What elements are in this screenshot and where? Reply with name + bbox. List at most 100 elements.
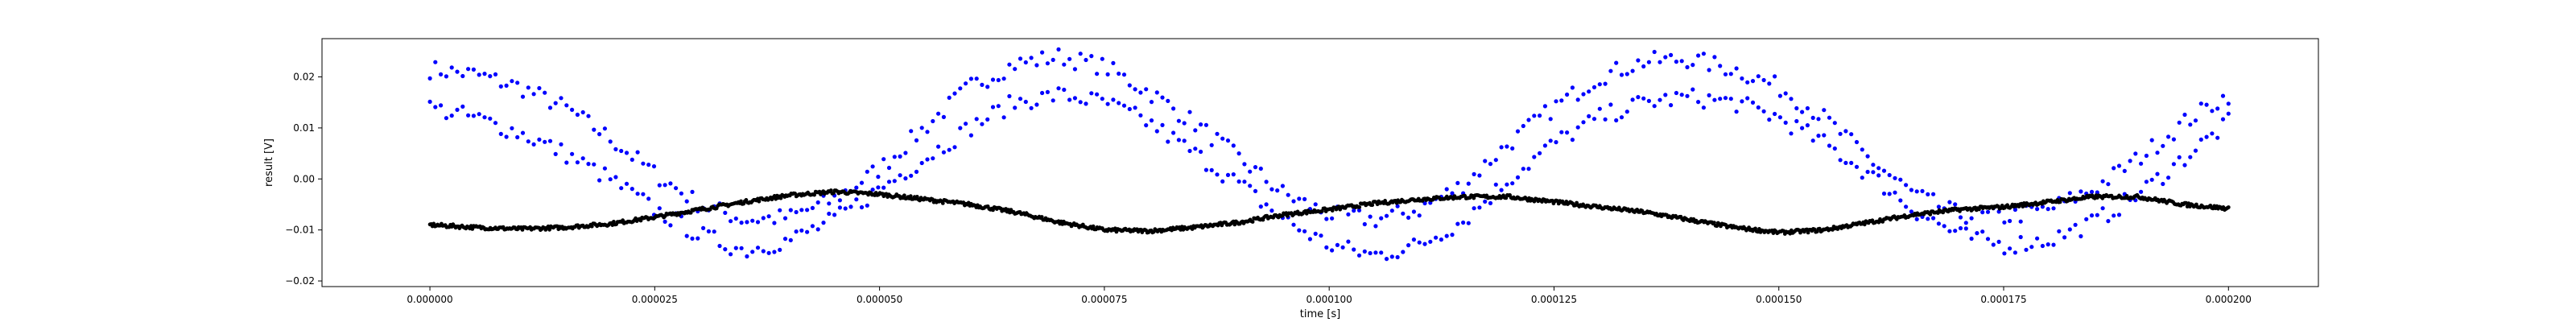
blue-data-point — [575, 112, 580, 118]
blue-data-point — [1526, 118, 1531, 122]
blue-data-point — [2095, 190, 2099, 195]
blue-data-point — [586, 114, 591, 118]
blue-data-point — [1570, 138, 1575, 142]
blue-data-point — [909, 173, 914, 178]
blue-data-point — [498, 84, 503, 89]
blue-data-point — [1029, 105, 1034, 110]
blue-data-point — [1652, 104, 1657, 109]
blue-data-point — [1630, 68, 1635, 73]
blue-data-point — [2040, 243, 2045, 249]
blue-data-point — [2166, 134, 2171, 139]
black-data-point — [470, 227, 475, 231]
blue-data-point — [504, 83, 509, 88]
blue-data-point — [805, 208, 810, 213]
blue-data-point — [1532, 114, 1537, 118]
blue-data-point — [925, 130, 930, 134]
blue-data-point — [597, 178, 602, 183]
blue-data-point — [1395, 204, 1400, 208]
blue-data-point — [750, 218, 755, 223]
blue-data-point — [859, 180, 865, 185]
blue-data-point — [881, 157, 886, 162]
black-data-point — [547, 227, 551, 232]
blue-data-point — [2139, 161, 2144, 166]
blue-data-point — [1117, 101, 1121, 105]
blue-data-point — [449, 65, 454, 70]
blue-data-point — [1023, 99, 1028, 105]
blue-data-point — [936, 111, 941, 116]
blue-data-point — [778, 208, 782, 213]
blue-data-point — [1777, 93, 1782, 98]
blue-data-point — [1236, 151, 1241, 156]
black-data-point — [1712, 221, 1716, 225]
blue-data-point — [1089, 91, 1094, 96]
blue-data-point — [1444, 233, 1449, 238]
blue-data-point — [564, 103, 569, 108]
blue-data-point — [2106, 182, 2111, 187]
blue-data-point — [1827, 115, 1832, 120]
blue-data-point — [2171, 162, 2176, 167]
blue-data-point — [498, 131, 503, 136]
blue-data-point — [1013, 67, 1018, 72]
blue-data-point — [1417, 240, 1422, 245]
blue-data-point — [1554, 99, 1558, 104]
blue-data-point — [1750, 100, 1756, 105]
blue-data-point — [1313, 202, 1318, 207]
blue-data-point — [1450, 191, 1455, 196]
blue-data-point — [968, 76, 973, 81]
blue-data-point — [1356, 253, 1362, 258]
blue-data-point — [832, 213, 837, 217]
blue-data-point — [1133, 87, 1137, 92]
blue-data-point — [1510, 146, 1515, 151]
y-tick-label: −0.02 — [285, 275, 315, 287]
blue-data-point — [1707, 93, 1711, 97]
blue-data-point — [1078, 52, 1083, 56]
blue-data-point — [1641, 96, 1646, 101]
blue-data-point — [1352, 247, 1356, 252]
blue-data-point — [1767, 118, 1772, 122]
blue-data-point — [635, 150, 640, 155]
blue-data-point — [635, 192, 640, 196]
blue-data-point — [1477, 205, 1482, 210]
blue-data-point — [663, 219, 667, 224]
blue-data-point — [1805, 105, 1810, 111]
blue-data-point — [1368, 214, 1373, 219]
blue-data-point — [914, 138, 919, 142]
blue-data-point — [859, 204, 865, 210]
blue-data-point — [477, 112, 481, 117]
blue-data-point — [1800, 126, 1805, 130]
x-axis-ticks: 0.000000 0.000025 0.000050 0.000075 0.000100… — [407, 287, 2252, 305]
blue-data-point — [1062, 87, 1067, 93]
blue-data-point — [1587, 89, 1591, 94]
blue-data-point — [1275, 188, 1280, 193]
blue-data-point — [1734, 66, 1739, 71]
blue-data-point — [1253, 165, 1258, 170]
blue-data-point — [1144, 123, 1149, 128]
blue-data-point — [592, 162, 597, 167]
blue-data-point — [1389, 208, 1394, 213]
blue-data-point — [493, 72, 498, 76]
blue-data-point — [2177, 120, 2182, 125]
blue-data-point — [1313, 231, 1318, 236]
blue-data-point — [2210, 131, 2215, 136]
blue-data-point — [2067, 191, 2072, 196]
blue-data-point — [1231, 172, 1236, 177]
blue-data-point — [1461, 220, 1466, 225]
blue-data-point — [2112, 213, 2116, 218]
blue-data-point — [1843, 129, 1848, 134]
blue-data-point — [1089, 54, 1094, 59]
blue-data-point — [958, 126, 963, 130]
blue-data-point — [1963, 226, 1968, 231]
blue-data-point — [1559, 98, 1564, 103]
black-data-point — [1928, 213, 1933, 217]
blue-data-point — [1291, 222, 1296, 227]
blue-data-point — [444, 74, 449, 79]
blue-data-point — [592, 127, 597, 132]
blue-data-point — [2084, 217, 2089, 221]
blue-data-point — [2188, 155, 2193, 159]
blue-data-point — [1756, 105, 1761, 110]
blue-data-point — [1953, 202, 1958, 207]
blue-data-point — [559, 142, 564, 147]
blue-data-point — [1783, 91, 1788, 96]
blue-data-point — [1154, 90, 1159, 95]
blue-data-point — [2018, 219, 2023, 224]
